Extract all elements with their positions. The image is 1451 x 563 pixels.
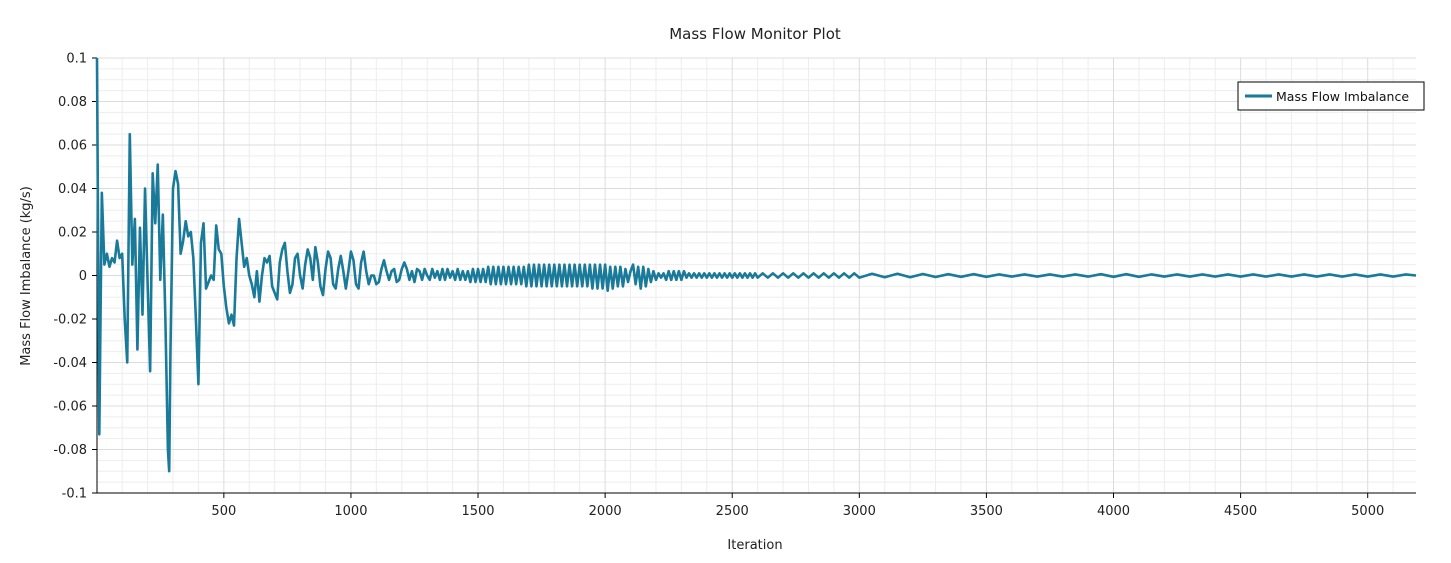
x-tick-label: 2500: [716, 504, 749, 519]
x-tick-label: 3500: [970, 504, 1003, 519]
y-tick-label: 0.1: [66, 52, 87, 67]
y-axis-label: Mass Flow Imbalance (kg/s): [19, 186, 34, 366]
x-tick-label: 5000: [1351, 504, 1384, 519]
x-tick-label: 3000: [843, 504, 876, 519]
x-tick-labels: 500 1000 1500 2000 2500 3000 3500 4000 4500 5000: [211, 504, 1384, 519]
y-tick-label: 0.04: [58, 182, 87, 197]
x-tick-label: 500: [211, 504, 236, 519]
y-tick-label: 0.02: [58, 226, 87, 241]
grid: [92, 57, 1416, 498]
x-tick-label: 1000: [334, 504, 367, 519]
x-tick-label: 4500: [1224, 504, 1257, 519]
legend-label: Mass Flow Imbalance: [1276, 89, 1409, 104]
y-tick-label: -0.08: [53, 443, 87, 458]
chart-title: Mass Flow Monitor Plot: [669, 25, 841, 43]
legend[interactable]: Mass Flow Imbalance: [1237, 81, 1425, 111]
y-tick-label: -0.02: [53, 313, 87, 328]
y-tick-label: 0: [79, 269, 87, 284]
y-tick-label: -0.1: [62, 487, 87, 502]
y-tick-label: -0.06: [53, 400, 87, 415]
x-tick-label: 4000: [1097, 504, 1130, 519]
y-tick-label: 0.08: [58, 95, 87, 110]
x-tick-label: 1500: [461, 504, 494, 519]
y-tick-label: 0.06: [58, 139, 87, 154]
y-tick-label: -0.04: [53, 356, 87, 371]
x-tick-label: 2000: [589, 504, 622, 519]
x-axis-label: Iteration: [727, 538, 782, 553]
plot-area: [95, 57, 1417, 473]
y-tick-labels: -0.1 -0.08 -0.06 -0.04 -0.02 0 0.02 0.04 0.06 0.0…: [53, 52, 87, 502]
series-line: [95, 57, 1417, 473]
